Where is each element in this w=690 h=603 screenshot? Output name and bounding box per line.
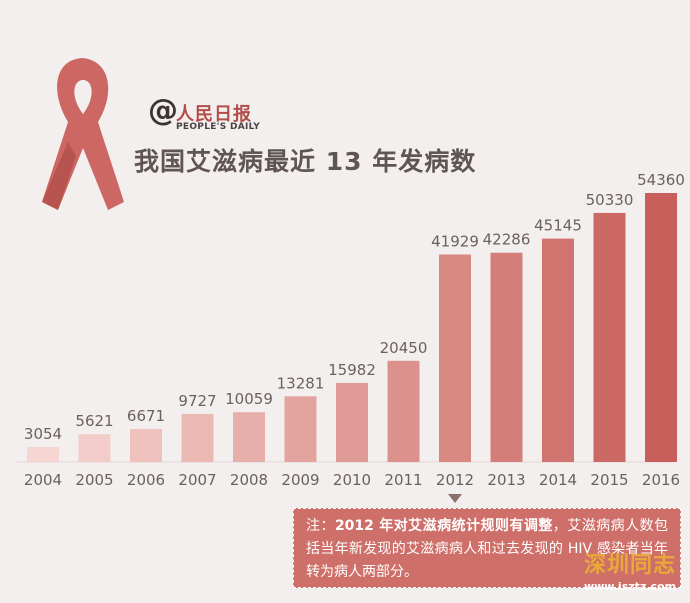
note-marker-icon: [448, 494, 462, 503]
tick-label-2013: 2013: [487, 471, 525, 489]
value-label-2006: 6671: [127, 407, 165, 425]
tick-label-2006: 2006: [127, 471, 165, 489]
bar-2006: [130, 428, 162, 462]
tick-label-2014: 2014: [539, 471, 577, 489]
tick-label-2005: 2005: [75, 471, 113, 489]
bar-2008: [233, 412, 265, 462]
value-label-2010: 15982: [328, 361, 376, 379]
peoples-daily-logo: @ 人民日报 PEOPLE'S DAILY: [148, 93, 278, 138]
watermark-name: 深圳同志: [583, 553, 676, 578]
red-ribbon-icon: [42, 58, 124, 210]
tick-label-2012: 2012: [436, 471, 474, 489]
tick-label-2007: 2007: [178, 471, 216, 489]
value-label-2009: 13281: [277, 374, 325, 392]
tick-label-2008: 2008: [230, 471, 268, 489]
value-label-2015: 50330: [586, 191, 634, 209]
tick-label-2011: 2011: [384, 471, 422, 489]
bar-2016: [645, 193, 677, 462]
chart-title: 我国艾滋病最近 13 年发病数: [134, 147, 477, 176]
value-label-2007: 9727: [178, 392, 216, 410]
tick-label-2009: 2009: [281, 471, 319, 489]
note-body: ，艾滋病病人数包括当年新发现的艾滋病病人和过去发现的 HIV 感染者当年转为病人…: [306, 518, 669, 580]
brand-name: 人民日报: [176, 104, 252, 125]
note-prefix: 注：: [306, 518, 335, 534]
at-icon: @: [148, 93, 178, 128]
bar-2013: [490, 252, 523, 462]
watermark-url: www.isztz.com: [583, 580, 677, 593]
brand-english-name: PEOPLE'S DAILY: [176, 122, 261, 132]
note-highlight: 2012 年对艾滋病统计规则有调整: [334, 518, 553, 534]
bar-2010: [336, 382, 368, 462]
value-label-2008: 10059: [225, 390, 273, 408]
bar-2009: [284, 396, 317, 462]
watermark: 深圳同志 www.isztz.com: [574, 552, 686, 600]
bar-2005: [78, 434, 111, 462]
tick-label-2015: 2015: [590, 471, 628, 489]
value-label-2012: 41929: [431, 233, 479, 251]
tick-label-2004: 2004: [24, 471, 62, 489]
bar-2007: [181, 413, 214, 462]
bar-2014: [542, 238, 574, 462]
value-label-2013: 42286: [483, 231, 531, 249]
tick-label-2016: 2016: [642, 471, 680, 489]
bar-2011: [387, 360, 420, 462]
bar-2012: [439, 254, 471, 462]
tick-label-2010: 2010: [333, 471, 371, 489]
value-label-2011: 20450: [380, 339, 428, 357]
value-label-2016: 54360: [637, 171, 685, 189]
value-label-2014: 45145: [534, 217, 582, 235]
footnote-box: 注：2012 年对艾滋病统计规则有调整，艾滋病病人数包括当年新发现的艾滋病病人和…: [293, 508, 681, 588]
value-label-2005: 5621: [75, 412, 113, 430]
bar-2004: [27, 446, 59, 462]
value-label-2004: 3054: [24, 425, 62, 443]
bar-2015: [593, 212, 626, 462]
